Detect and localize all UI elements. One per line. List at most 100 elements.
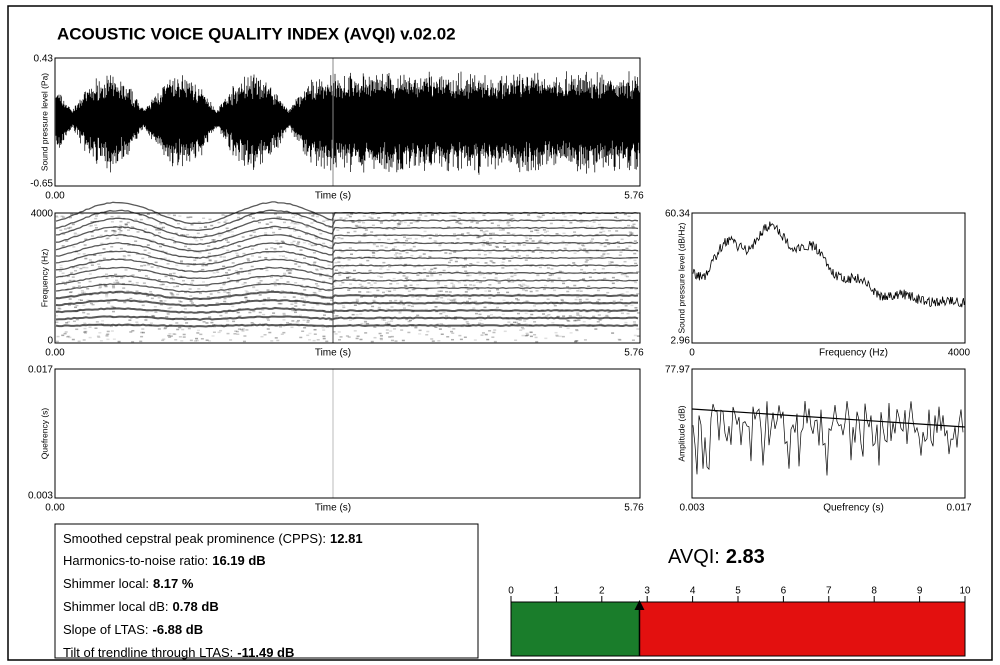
spectrogram-speck [483, 242, 487, 245]
spectrogram-speck [520, 285, 524, 287]
spectrogram-speck [453, 251, 457, 253]
spectrogram-speck [444, 285, 448, 287]
spectrogram-speck [578, 247, 582, 250]
spectrogram-speck [374, 296, 378, 298]
spectrogram-speck [396, 240, 400, 243]
spectrogram-speck [273, 284, 277, 287]
spectrogram-speck [244, 290, 248, 292]
spectrogram-speck [574, 298, 578, 301]
spectrogram-speck [562, 315, 566, 317]
spectrogram-speck [111, 310, 115, 313]
spectrogram-speck [88, 280, 92, 283]
spectrogram-speck [431, 340, 435, 342]
spectrogram-speck [94, 217, 98, 220]
spectrogram-speck [340, 267, 344, 269]
spectrogram-speck [447, 298, 451, 301]
spectrogram-speck [169, 335, 173, 337]
spectrogram-speck [199, 333, 203, 336]
spectrogram-speck [630, 304, 634, 307]
spectrogram-speck [235, 281, 239, 283]
spectrogram-speck [66, 281, 70, 283]
spectrogram-speck [608, 261, 612, 263]
spectrogram-speck [273, 213, 277, 215]
spectrogram-speck [233, 333, 237, 335]
spectrogram-speck [66, 275, 70, 278]
spectrogram-speck [202, 269, 206, 271]
spectrogram-speck [204, 234, 208, 236]
spectrogram-speck [308, 338, 312, 341]
spectrogram-speck [558, 270, 562, 273]
spectrogram-speck [525, 254, 529, 257]
spectrogram-speck [301, 330, 305, 333]
spectrogram-speck [463, 336, 467, 339]
spectrogram-speck [392, 277, 396, 280]
spectrogram-speck [357, 221, 361, 223]
spectrogram-speck [205, 339, 209, 341]
spectrogram-speck [55, 340, 59, 343]
spectrogram-speck [581, 220, 585, 223]
spectrogram-speck [149, 322, 153, 324]
spectrogram-speck [354, 224, 358, 227]
spectrogram-speck [197, 221, 201, 223]
spectrogram-speck [147, 256, 151, 259]
harmonic [55, 315, 639, 321]
spectrogram-speck [146, 295, 150, 297]
spectrogram-speck [227, 269, 231, 271]
spectrogram-speck [393, 289, 397, 291]
spectrogram-speck [114, 273, 118, 276]
spectrogram-speck [296, 243, 300, 245]
spectrogram-speck [292, 240, 296, 243]
spectrogram-speck [373, 336, 377, 339]
spectrogram-speck [364, 332, 368, 334]
spectrogram-speck [366, 242, 370, 245]
spectrogram-speck [75, 318, 79, 321]
spectrogram-speck [230, 231, 234, 233]
spectrogram-speck [314, 283, 318, 285]
spectrogram-speck [471, 217, 475, 219]
spectrogram-speck [388, 336, 392, 338]
scale-tick-label: 2 [599, 586, 605, 597]
spectrogram-speck [159, 300, 163, 302]
spectrogram-speck [421, 236, 425, 238]
spectrogram-speck [98, 331, 102, 334]
spectrogram-speck [340, 251, 344, 253]
spectrogram-speck [560, 298, 564, 301]
spectrogram-speck [360, 322, 364, 325]
spectrogram-speck [179, 275, 183, 278]
spectrogram-speck [428, 237, 432, 240]
spectrogram-speck [332, 315, 336, 317]
spectrogram-speck [451, 338, 455, 341]
spectrogram-speck [590, 225, 594, 228]
spectrogram-speck [607, 230, 611, 232]
spectrogram-speck [265, 223, 269, 225]
spectrogram-speck [370, 340, 374, 343]
spectrogram-speck [630, 232, 634, 234]
spectrogram-speck [177, 222, 181, 225]
spectrogram-speck [252, 286, 256, 289]
spectrogram-speck [536, 232, 540, 234]
spectrogram-speck [377, 275, 381, 277]
spectrogram-speck [117, 228, 121, 230]
spectrogram-speck [111, 229, 115, 232]
spectrogram-speck [144, 319, 148, 321]
spectrogram-speck [291, 320, 295, 322]
spectrogram-speck [412, 245, 416, 248]
measure-line: Smoothed cepstral peak prominence (CPPS)… [63, 531, 363, 546]
spectrogram-speck [238, 245, 242, 248]
spectrogram-speck [483, 233, 487, 236]
spectrogram-speck [176, 293, 180, 296]
spectrogram-speck [241, 328, 245, 330]
spectrogram-speck [169, 291, 173, 294]
spectrogram-speck [217, 231, 221, 234]
spectrogram-speck [346, 214, 350, 216]
measure-line: Slope of LTAS: -6.88 dB [63, 622, 203, 637]
spectrogram-speck [151, 239, 155, 242]
measure-value: 12.81 [330, 531, 363, 546]
spectrogram-speck [55, 216, 59, 218]
spectrogram-speck [632, 223, 636, 226]
spectrogram-speck [250, 322, 254, 324]
spectrogram-speck [536, 246, 540, 249]
spectrogram-speck [168, 273, 172, 275]
spectrogram-speck [314, 292, 318, 294]
spectrogram-speck [556, 315, 560, 318]
